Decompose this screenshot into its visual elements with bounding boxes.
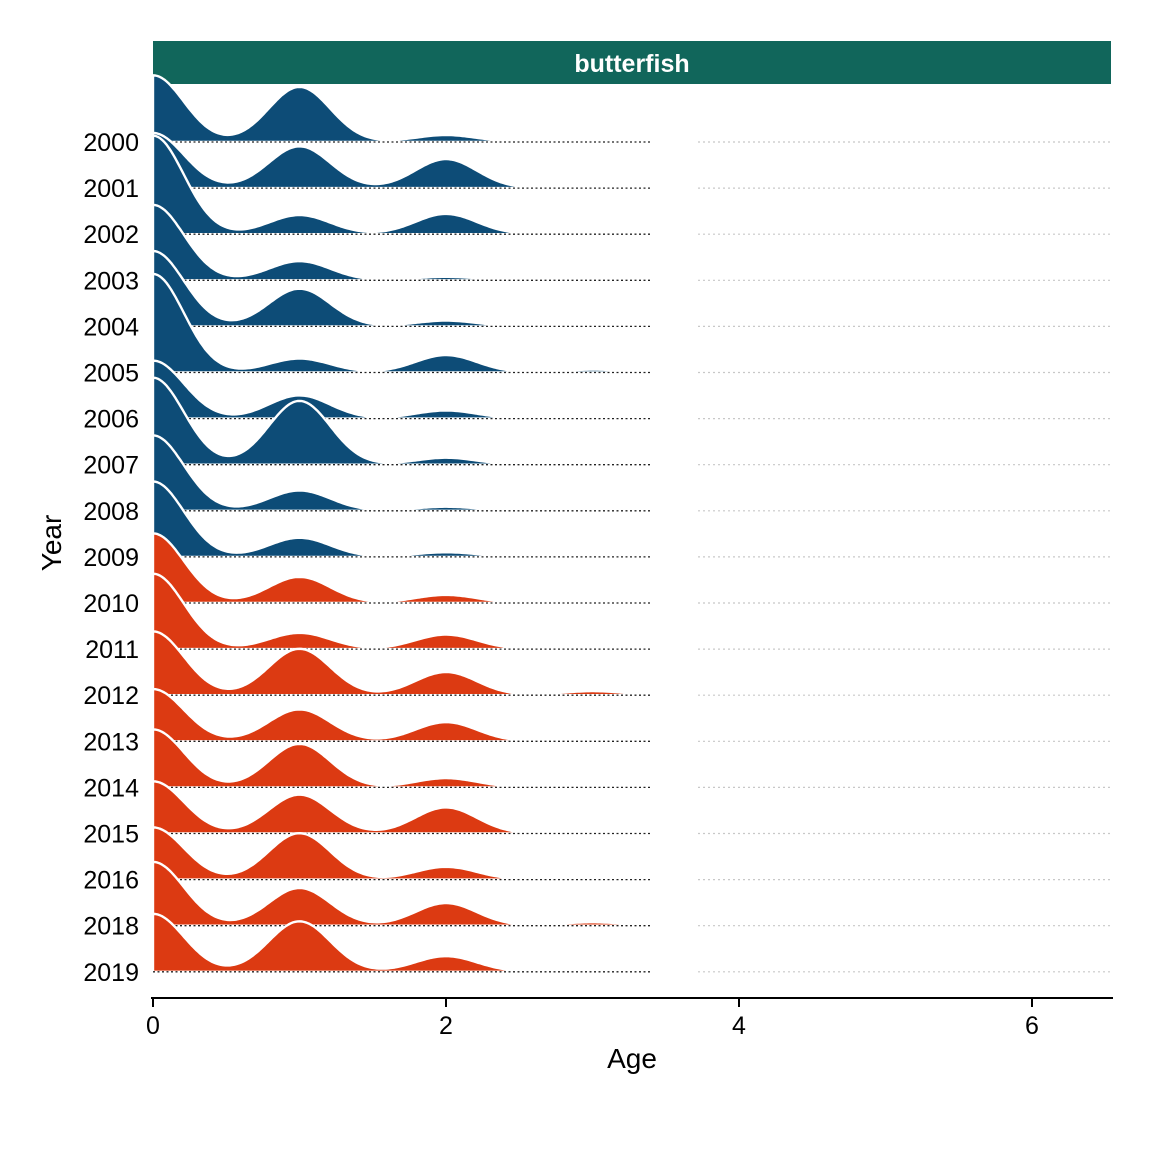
ridge-2018: [151, 860, 697, 927]
y-tick-label: 2007: [83, 452, 139, 480]
panel-strip-label: butterfish: [574, 50, 689, 78]
y-tick-label: 2006: [83, 406, 139, 434]
x-tick-label: 2: [439, 1012, 453, 1040]
ridge-2007: [151, 376, 697, 466]
ridge-2014: [151, 728, 697, 789]
ridge-2003: [151, 203, 697, 282]
ridge-2002: [151, 134, 697, 236]
ridge-2019: [151, 912, 697, 973]
y-tick-label: 2011: [85, 636, 139, 664]
ridge-2015: [151, 780, 697, 835]
ridges: [151, 74, 697, 973]
ridge-2004: [151, 249, 697, 328]
y-tick-label: 2010: [83, 590, 139, 618]
ridge-2010: [151, 532, 697, 605]
x-tick-label: 6: [1025, 1012, 1039, 1040]
y-tick-label: 2005: [83, 360, 139, 388]
ridge-2001: [151, 131, 697, 190]
ridge-2008: [151, 434, 697, 512]
y-tick-label: 2018: [83, 913, 139, 941]
y-tick-label: 2003: [83, 267, 139, 295]
y-tick-label: 2002: [83, 221, 139, 249]
y-tick-label: 2008: [83, 498, 139, 526]
y-axis-title: Year: [36, 515, 67, 572]
ridge-2009: [151, 480, 697, 559]
ridge-2005: [151, 272, 697, 374]
y-tick-label: 2009: [83, 544, 139, 572]
y-tick-labels: 2000 2001 2002 2003 2004 2005 2006 2007 2008 2009…: [83, 129, 139, 987]
y-tick-label: 2019: [83, 959, 139, 987]
y-tick-label: 2000: [83, 129, 139, 157]
ridge-2012: [151, 630, 697, 697]
y-tick-label: 2016: [83, 867, 139, 895]
y-tick-label: 2012: [83, 682, 139, 710]
x-axis: 0 2 4 6: [146, 997, 1113, 1040]
ridge-2000: [151, 74, 697, 144]
y-tick-label: 2015: [83, 821, 139, 849]
ridge-2013: [151, 687, 697, 743]
panel-strip: butterfish: [153, 41, 1111, 84]
y-tick-label: 2013: [83, 728, 139, 756]
ridge-2011: [151, 572, 697, 651]
ridge-2016: [151, 826, 697, 881]
y-tick-label: 2001: [83, 175, 139, 203]
panel-strip-background: [153, 41, 1111, 84]
x-tick-label: 0: [146, 1012, 160, 1040]
x-tick-label: 4: [732, 1012, 746, 1040]
y-tick-label: 2014: [83, 774, 139, 802]
x-axis-title: Age: [607, 1043, 657, 1074]
y-tick-label: 2004: [83, 313, 139, 341]
